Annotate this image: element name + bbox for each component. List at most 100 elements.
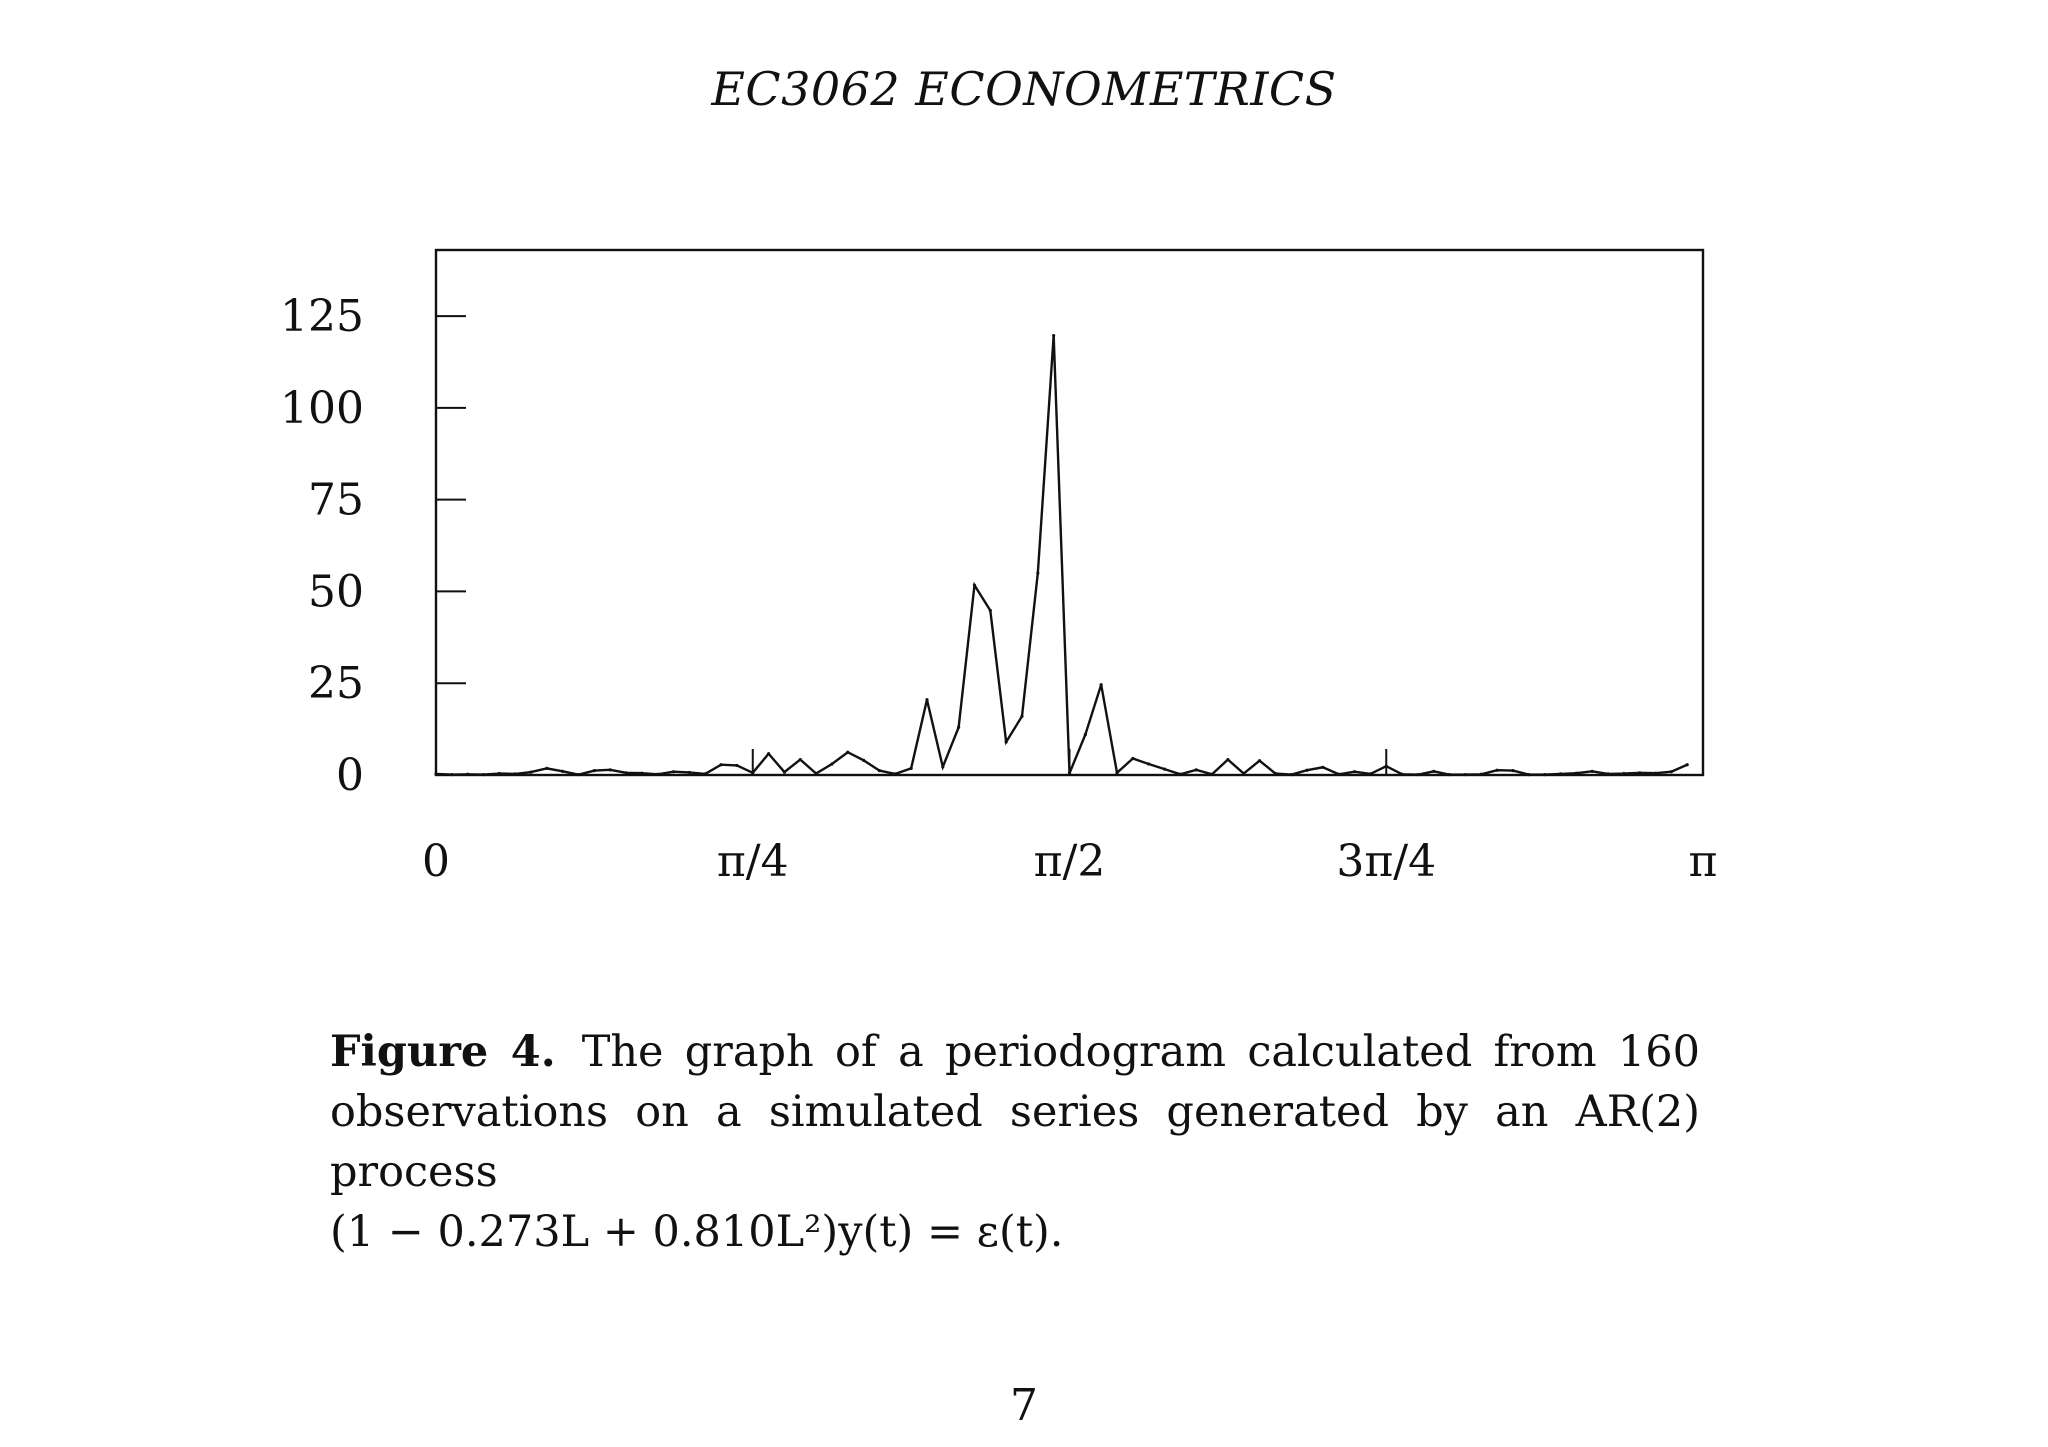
page-number: 7 [1010, 1380, 1038, 1431]
data-point [1606, 772, 1610, 776]
data-point [909, 766, 913, 770]
data-point [434, 772, 438, 776]
data-point [814, 771, 818, 776]
periodogram-chart: 0 25 50 75 100 125 0 π/4 π/2 3π/4 π [280, 248, 1718, 887]
data-point [1495, 768, 1499, 772]
data-point [1590, 769, 1594, 773]
data-point [1099, 683, 1103, 687]
data-point [481, 773, 486, 777]
caption-text: The graph of a periodogram calculated fr… [330, 1027, 1700, 1197]
x-tick-label: 3π/4 [1336, 836, 1436, 887]
data-point [1036, 571, 1040, 575]
data-point [1368, 772, 1373, 776]
data-point [529, 770, 533, 774]
data-point [1448, 773, 1452, 777]
data-point [687, 770, 692, 775]
data-point [592, 768, 596, 773]
data-point [719, 763, 723, 767]
y-tick-label: 50 [308, 566, 364, 617]
data-point [1574, 771, 1578, 775]
data-point [1653, 771, 1658, 775]
data-point [925, 698, 929, 702]
data-point [862, 758, 866, 762]
data-point [1257, 759, 1262, 763]
data-point [988, 608, 992, 613]
data-point [1400, 772, 1404, 776]
y-tick-label: 25 [308, 658, 364, 709]
y-tick-label: 0 [336, 750, 364, 801]
data-point [957, 725, 961, 729]
data-point [1067, 771, 1072, 775]
figure-caption: Figure 4. The graph of a periodogram calc… [330, 1022, 1700, 1262]
data-point [1273, 771, 1277, 776]
data-point [1178, 772, 1182, 776]
data-point [1210, 772, 1214, 776]
data-point [1289, 773, 1293, 777]
data-point [513, 772, 517, 776]
data-point [798, 757, 802, 762]
data-point [656, 772, 660, 776]
data-point [782, 770, 787, 774]
plot-frame [434, 248, 1705, 777]
data-point [466, 772, 470, 776]
data-point [1020, 714, 1024, 718]
x-tick-label: π [1689, 836, 1718, 887]
data-point [1147, 762, 1151, 766]
data-point [497, 771, 501, 776]
data-point [671, 770, 676, 774]
data-point [576, 773, 581, 777]
data-point [735, 763, 739, 768]
data-point [846, 750, 850, 754]
caption-formula: (1 − 0.273L + 0.810L²)y(t) = ε(t). [330, 1207, 1064, 1257]
data-point [561, 769, 565, 773]
data-point [1305, 768, 1309, 772]
data-point [608, 768, 612, 772]
data-point [1543, 773, 1547, 777]
y-tick-label: 125 [280, 291, 364, 342]
x-tick-label: 0 [422, 836, 450, 887]
data-point [1115, 771, 1119, 775]
y-tick-label: 75 [308, 475, 364, 526]
data-point [972, 583, 977, 587]
data-point [1432, 769, 1436, 773]
data-point [893, 772, 897, 776]
data-point [640, 771, 644, 775]
data-point [766, 752, 771, 756]
data-point [877, 768, 882, 773]
data-point [1479, 772, 1483, 776]
data-point [1622, 771, 1626, 776]
data-point [1131, 756, 1135, 761]
y-tick-label: 100 [280, 383, 364, 434]
data-point [1527, 773, 1531, 777]
data-point [545, 766, 549, 770]
data-point [1226, 757, 1230, 762]
periodogram-line [435, 335, 1688, 776]
x-tick-label: π/2 [1034, 836, 1106, 887]
data-point [1321, 765, 1325, 769]
x-tick-label: π/4 [717, 836, 789, 887]
data-point [941, 765, 945, 769]
data-point [1558, 772, 1563, 776]
data-point [1052, 333, 1056, 338]
data-point [1352, 770, 1357, 774]
data-point [830, 762, 834, 766]
data-point [1162, 767, 1167, 771]
data-point [1384, 764, 1388, 768]
data-point [1337, 772, 1341, 776]
data-point [1242, 771, 1246, 776]
running-header: EC3062 ECONOMETRICS [711, 62, 1337, 116]
data-point [1685, 763, 1689, 767]
data-point [1638, 771, 1642, 775]
figure-label: Figure 4. [330, 1027, 556, 1077]
data-point [1083, 733, 1087, 737]
data-point [1004, 740, 1008, 744]
data-point [450, 773, 454, 777]
data-point [1416, 773, 1420, 777]
data-point [1669, 770, 1673, 774]
data-point [1194, 768, 1198, 772]
data-point [1463, 773, 1468, 777]
data-point [703, 772, 707, 776]
data-point [1511, 768, 1515, 773]
data-point [751, 771, 755, 775]
data-point [624, 771, 628, 775]
